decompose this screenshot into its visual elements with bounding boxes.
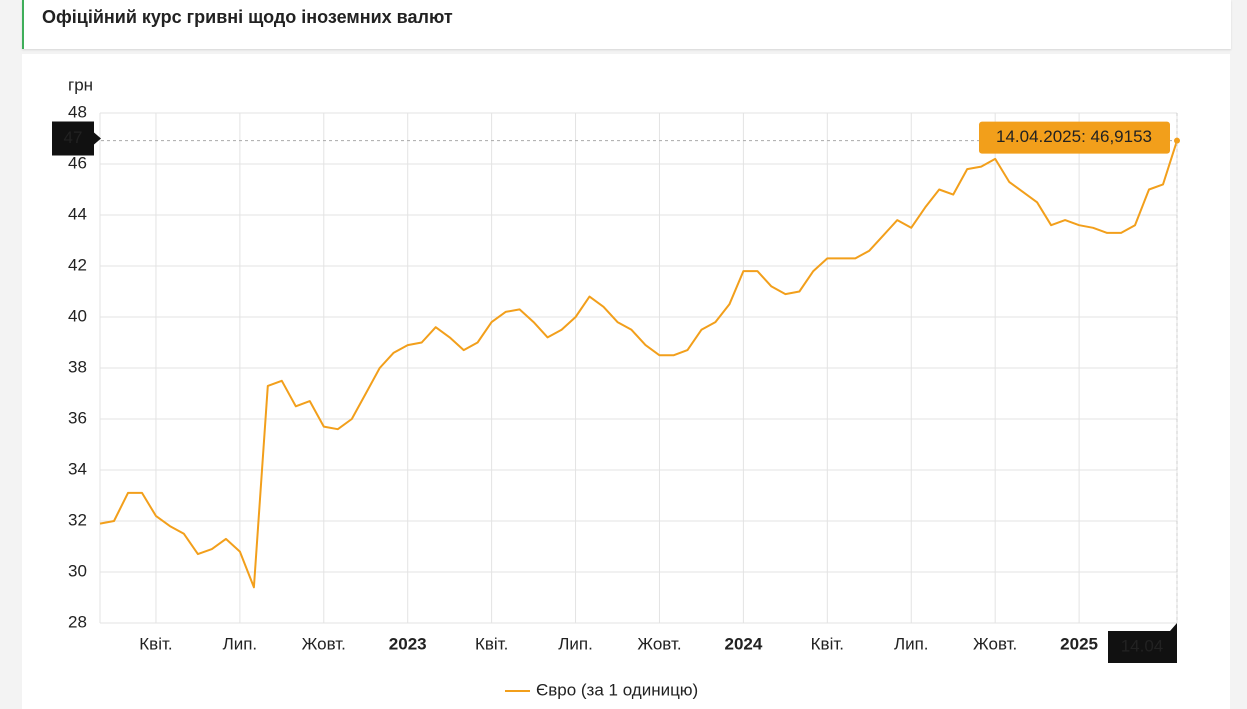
- y-tick-label: 38: [68, 357, 87, 376]
- point: [1174, 137, 1180, 144]
- x-tick-label: Квіт.: [139, 634, 172, 653]
- y-tick-label: 30: [68, 561, 87, 580]
- x-tick-label: 2025: [1060, 634, 1098, 653]
- x-tick-label: Лип.: [894, 634, 929, 653]
- y-tick-label: 48: [68, 102, 87, 121]
- crosshair-y-box: [52, 121, 101, 156]
- y-tick-label: 40: [68, 306, 87, 325]
- tooltip-box: [979, 121, 1170, 154]
- legend-label: Євро (за 1 одиницю): [536, 680, 698, 699]
- y-axis-label: грн: [68, 75, 93, 94]
- x-tick-label: Жовт.: [302, 634, 346, 653]
- line: [99, 140, 1178, 589]
- crosshair-x-box: [1108, 623, 1177, 663]
- tooltip-label: 14.04.2025: 46,9153: [996, 127, 1152, 146]
- y-tick-label: 42: [68, 255, 87, 274]
- x-tick-label: Лип.: [223, 634, 258, 653]
- x-tick-label: Жовт.: [973, 634, 1017, 653]
- chart-card: [22, 54, 1230, 709]
- x-tick-label: Квіт.: [475, 634, 508, 653]
- y-tick-label: 36: [68, 408, 87, 427]
- header: Офіційний курс гривні щодо іноземних вал…: [22, 0, 1231, 49]
- x-tick-label: 2024: [724, 634, 762, 653]
- crosshair-y-label: 47: [64, 128, 83, 147]
- page-title: Офіційний курс гривні щодо іноземних вал…: [42, 7, 453, 27]
- y-tick-label: 34: [68, 459, 87, 478]
- y-tick-label: 44: [68, 204, 87, 223]
- x-tick-label: 2023: [389, 634, 427, 653]
- y-tick-label: 46: [68, 153, 87, 172]
- y-tick-label: 32: [68, 510, 87, 529]
- x-tick-label: Квіт.: [811, 634, 844, 653]
- crosshair-x-label: 14.04: [1121, 636, 1164, 655]
- y-tick-label: 28: [68, 612, 87, 631]
- x-tick-label: Лип.: [558, 634, 593, 653]
- x-tick-label: Жовт.: [637, 634, 681, 653]
